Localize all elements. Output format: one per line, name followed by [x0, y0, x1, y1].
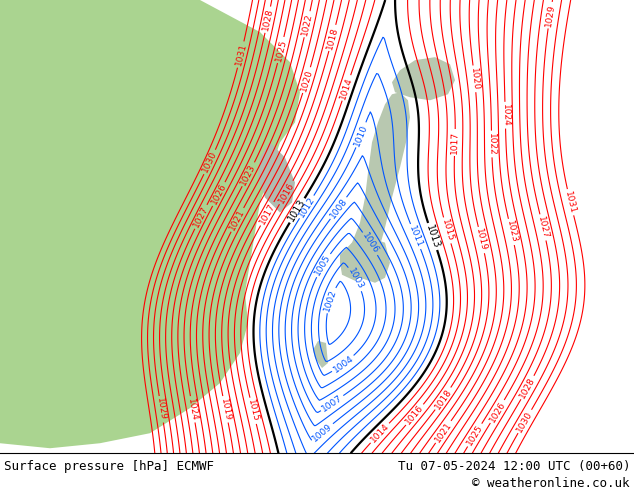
Text: 1025: 1025	[274, 38, 288, 62]
Text: 1028: 1028	[261, 7, 275, 32]
Polygon shape	[340, 238, 390, 283]
Text: 1024: 1024	[186, 397, 199, 421]
Text: 1018: 1018	[325, 25, 340, 50]
Text: Surface pressure [hPa] ECMWF: Surface pressure [hPa] ECMWF	[4, 460, 214, 473]
Text: 1021: 1021	[228, 208, 247, 232]
Text: 1028: 1028	[518, 375, 537, 400]
Text: 1019: 1019	[474, 228, 488, 252]
Text: 1004: 1004	[332, 354, 355, 374]
Polygon shape	[340, 92, 410, 281]
Polygon shape	[258, 143, 295, 213]
Text: 1020: 1020	[299, 68, 314, 92]
Text: 1011: 1011	[407, 224, 424, 249]
Text: 1015: 1015	[439, 218, 455, 243]
Text: 1026: 1026	[210, 182, 228, 206]
Polygon shape	[352, 255, 378, 270]
Text: 1021: 1021	[433, 420, 453, 444]
Text: 1023: 1023	[505, 220, 519, 244]
Text: 1027: 1027	[191, 204, 210, 229]
Text: 1020: 1020	[469, 67, 480, 91]
Text: 1029: 1029	[544, 3, 556, 27]
Text: 1014: 1014	[368, 421, 391, 444]
Text: 1023: 1023	[239, 162, 257, 187]
Polygon shape	[0, 0, 300, 448]
Text: 1005: 1005	[313, 253, 333, 277]
Text: 1031: 1031	[234, 42, 248, 67]
Text: 1009: 1009	[311, 421, 334, 443]
Text: 1012: 1012	[297, 195, 316, 219]
Text: 1022: 1022	[301, 12, 314, 36]
Text: 1002: 1002	[323, 288, 339, 313]
Text: 1019: 1019	[219, 397, 232, 421]
Text: 1018: 1018	[433, 387, 453, 411]
Polygon shape	[392, 57, 455, 100]
Text: 1029: 1029	[155, 397, 167, 421]
Text: Tu 07-05-2024 12:00 UTC (00+60): Tu 07-05-2024 12:00 UTC (00+60)	[398, 460, 630, 473]
Text: 1013: 1013	[424, 223, 441, 250]
Text: 1027: 1027	[536, 215, 550, 240]
Text: 1006: 1006	[360, 232, 380, 256]
Text: 1030: 1030	[201, 149, 219, 174]
Text: 1010: 1010	[353, 122, 370, 147]
Text: 1008: 1008	[328, 196, 349, 220]
Text: 1014: 1014	[339, 75, 354, 100]
Text: 1022: 1022	[487, 132, 496, 155]
Text: 1026: 1026	[488, 399, 507, 424]
Text: 1017: 1017	[450, 131, 460, 154]
Text: 1030: 1030	[515, 409, 534, 434]
Text: 1015: 1015	[246, 398, 260, 423]
Text: 1024: 1024	[500, 104, 510, 127]
Polygon shape	[313, 341, 328, 368]
Text: 1016: 1016	[404, 403, 425, 426]
Text: 1003: 1003	[346, 267, 365, 291]
Text: 1016: 1016	[276, 180, 296, 205]
Text: 1007: 1007	[320, 393, 344, 414]
Text: 1017: 1017	[257, 201, 276, 226]
Text: 1025: 1025	[465, 423, 484, 447]
Text: 1031: 1031	[564, 190, 578, 215]
Text: 1013: 1013	[287, 197, 307, 223]
Text: © weatheronline.co.uk: © weatheronline.co.uk	[472, 477, 630, 490]
